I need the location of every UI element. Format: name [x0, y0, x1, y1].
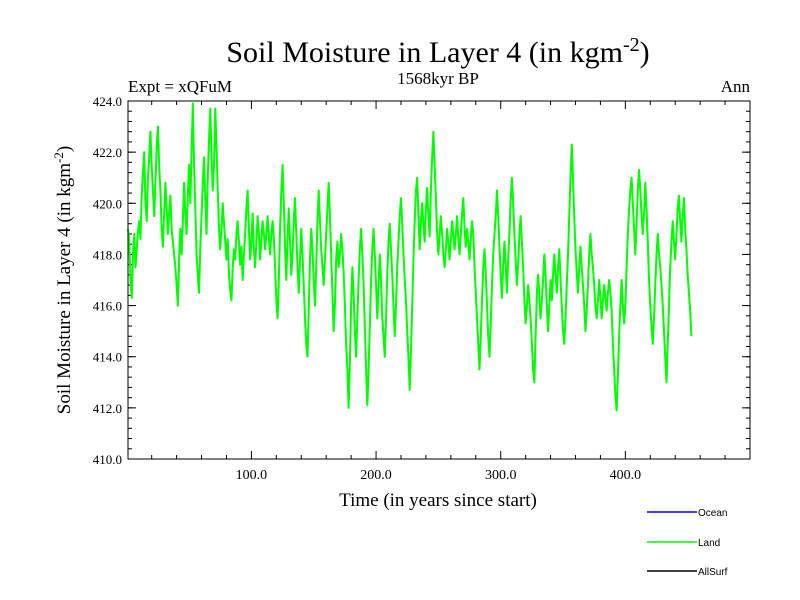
y-tick-label: 418.0	[93, 247, 122, 262]
legend-label-allsurf: AllSurf	[698, 567, 728, 578]
legend-label-land: Land	[698, 538, 720, 549]
chart-title-superscript: -2	[623, 34, 640, 56]
x-tick-label: 300.0	[485, 468, 517, 483]
y-axis-label-superscript: -2	[51, 152, 66, 163]
chart-title-main: Soil Moisture in Layer 4 (in kgm	[226, 36, 623, 69]
y-axis-label-main: Soil Moisture in Layer 4 (in kgm	[54, 163, 75, 414]
chart-title: Soil Moisture in Layer 4 (in kgm-2)	[226, 34, 649, 69]
land-series-line	[127, 102, 693, 412]
x-tick-label: 200.0	[360, 468, 392, 483]
chart-title-close: )	[640, 36, 650, 69]
plot-frame	[127, 100, 751, 460]
subtitle-right: Ann	[721, 77, 751, 96]
y-tick-label: 414.0	[93, 350, 122, 365]
x-tick-label: 400.0	[610, 468, 642, 483]
y-tick-label: 422.0	[93, 145, 122, 160]
subtitle-center: 1568kyr BP	[397, 69, 479, 88]
legend-label-ocean: Ocean	[698, 508, 727, 519]
y-axis-label-close: )	[54, 146, 75, 152]
y-axis-label-text: Soil Moisture in Layer 4 (in kgm-2)	[51, 146, 75, 414]
y-tick-label: 412.0	[93, 401, 122, 416]
y-tick-label: 416.0	[93, 299, 122, 314]
y-tick-label: 410.0	[93, 452, 122, 467]
subtitle-left: Expt = xQFuM	[128, 77, 232, 96]
y-axis-label: Soil Moisture in Layer 4 (in kgm-2)	[51, 146, 75, 414]
x-tick-label: 100.0	[236, 468, 268, 483]
x-axis-ticks: 100.0 200.0 300.0 400.0	[151, 101, 726, 483]
legend: Ocean Land AllSurf	[647, 508, 728, 578]
y-tick-label: 420.0	[93, 196, 122, 211]
x-axis-label: Time (in years since start)	[339, 490, 537, 511]
y-tick-label: 424.0	[93, 94, 122, 109]
y-axis-ticks: 410.0 412.0 414.0 416.0 418.0 420.0 422.0 424.0	[93, 94, 750, 467]
